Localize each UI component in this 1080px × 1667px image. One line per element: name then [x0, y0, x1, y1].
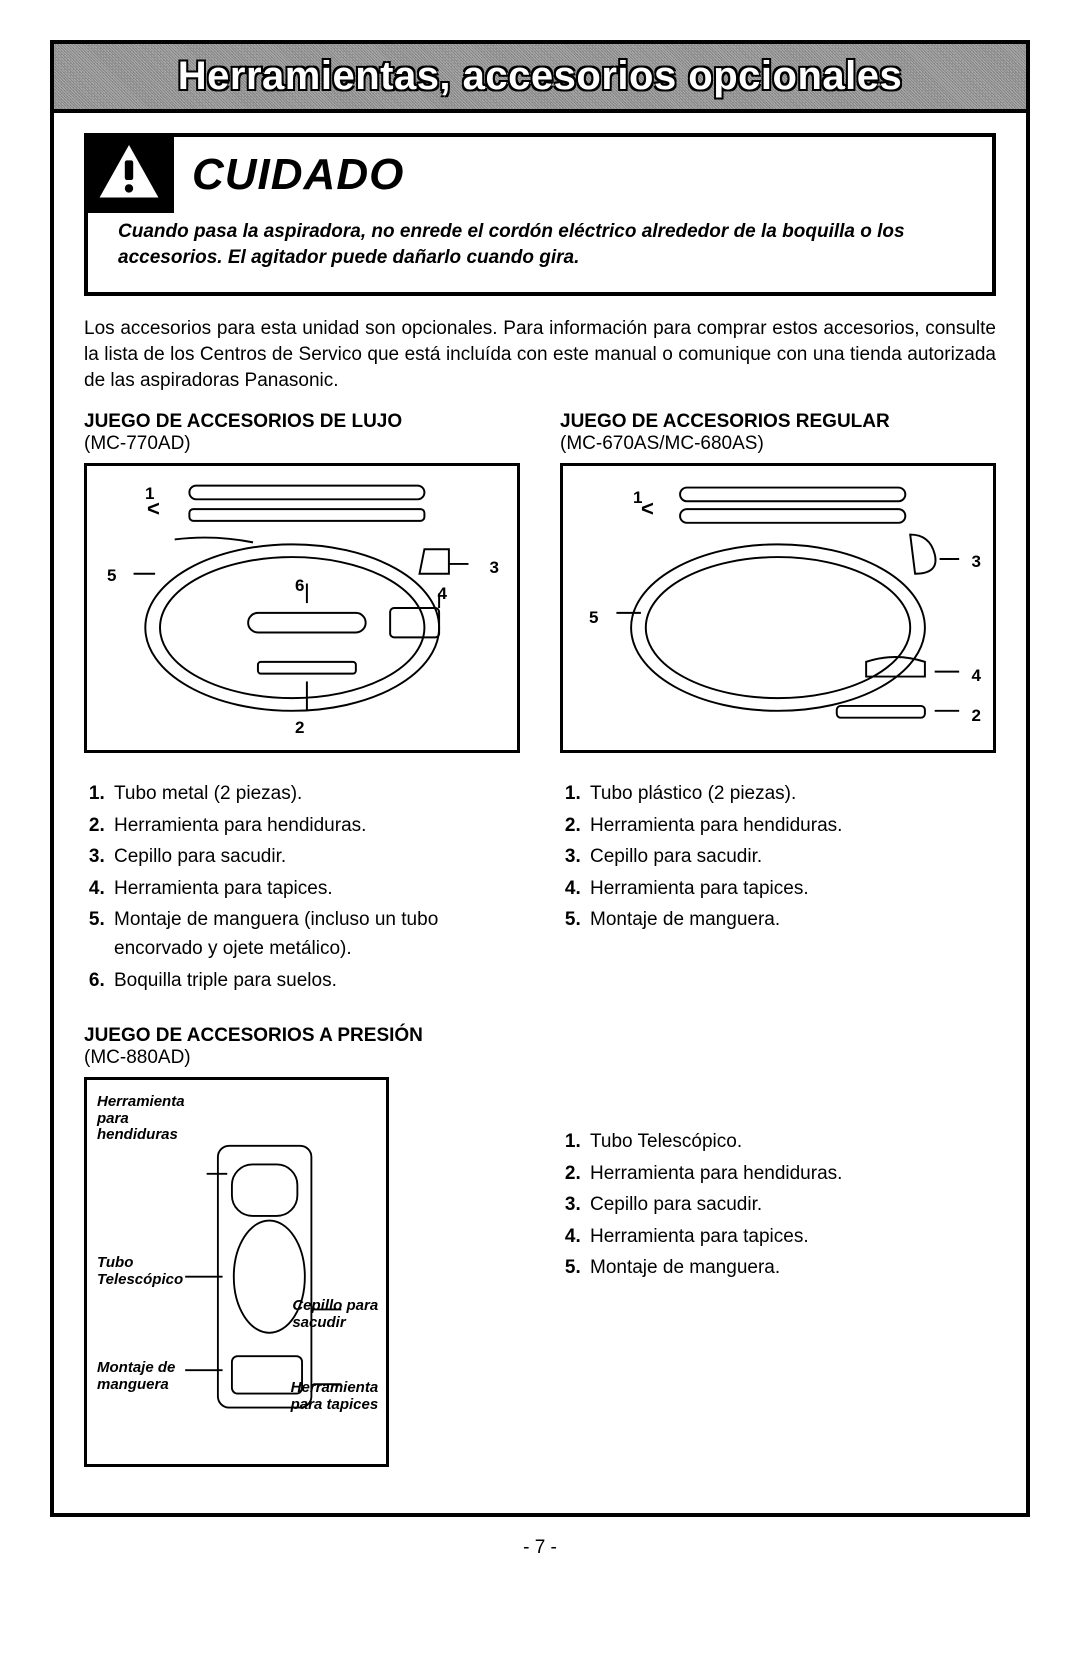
regular-title: JUEGO DE ACCESORIOS REGULAR: [560, 411, 996, 433]
deluxe-chevron-icon: <: [147, 496, 160, 522]
pressure-list-wrap: Tubo Telescópico. Herramienta para hendi…: [560, 1077, 996, 1493]
deluxe-column: JUEGO DE ACCESORIOS DE LUJO (MC-770AD): [84, 411, 520, 1015]
pressure-upholstery-label: Herramienta para tapices: [291, 1380, 379, 1413]
page-title: Herramientas, accesorios opcionales: [54, 54, 1026, 99]
list-item: Herramienta para hendiduras.: [586, 1159, 996, 1188]
regular-label-5: 5: [589, 608, 598, 628]
list-item: Tubo metal (2 piezas).: [110, 779, 520, 808]
deluxe-diagram: 1 < 5 3 6 4 2: [84, 463, 520, 753]
pressure-tube-label: Tubo Telescópico: [97, 1255, 183, 1288]
warning-icon: [84, 133, 174, 213]
page-frame: Herramientas, accesorios opcionales CUID…: [50, 40, 1030, 1517]
deluxe-label-5: 5: [107, 566, 116, 586]
list-item: Herramienta para tapices.: [586, 874, 996, 903]
deluxe-list: Tubo metal (2 piezas). Herramienta para …: [84, 779, 520, 995]
title-banner: Herramientas, accesorios opcionales: [54, 44, 1026, 113]
kit-columns: JUEGO DE ACCESORIOS DE LUJO (MC-770AD): [84, 411, 996, 1015]
pressure-crevice-label: Herramienta para hendiduras: [97, 1094, 185, 1144]
pressure-diagram: Herramienta para hendiduras Tubo Telescó…: [84, 1077, 389, 1467]
list-item: Herramienta para tapices.: [110, 874, 520, 903]
pressure-list: Tubo Telescópico. Herramienta para hendi…: [560, 1127, 996, 1282]
regular-model: (MC-670AS/MC-680AS): [560, 433, 996, 455]
regular-column: JUEGO DE ACCESORIOS REGULAR (MC-670AS/MC…: [560, 411, 996, 1015]
deluxe-label-3: 3: [490, 558, 499, 578]
list-item: Montaje de manguera.: [586, 1253, 996, 1282]
list-item: Cepillo para sacudir.: [586, 1190, 996, 1219]
pressure-diagram-wrap: Herramienta para hendiduras Tubo Telescó…: [84, 1077, 520, 1493]
list-item: Herramienta para hendiduras.: [110, 811, 520, 840]
warning-header: CUIDADO: [88, 137, 992, 213]
list-item: Tubo Telescópico.: [586, 1127, 996, 1156]
list-item: Herramienta para hendiduras.: [586, 811, 996, 840]
regular-list: Tubo plástico (2 piezas). Herramienta pa…: [560, 779, 996, 934]
pressure-hose-label: Montaje de manguera: [97, 1360, 175, 1393]
deluxe-label-6: 6: [295, 576, 304, 596]
pressure-model: (MC-880AD): [84, 1047, 996, 1069]
list-item: Herramienta para tapices.: [586, 1222, 996, 1251]
deluxe-label-4: 4: [438, 584, 447, 604]
warning-heading: CUIDADO: [192, 150, 404, 200]
pressure-row: Herramienta para hendiduras Tubo Telescó…: [84, 1077, 996, 1493]
warning-box: CUIDADO Cuando pasa la aspiradora, no en…: [84, 133, 996, 296]
deluxe-title: JUEGO DE ACCESORIOS DE LUJO: [84, 411, 520, 433]
pressure-title: JUEGO DE ACCESORIOS A PRESIÓN: [84, 1025, 996, 1047]
regular-diagram: 1 < 5 3 4 2: [560, 463, 996, 753]
pressure-brush-label: Cepillo para sacudir: [292, 1298, 378, 1331]
list-item: Montaje de manguera (incluso un tubo enc…: [110, 905, 520, 964]
deluxe-label-2: 2: [295, 718, 304, 738]
warning-text: Cuando pasa la aspiradora, no enrede el …: [88, 213, 992, 292]
list-item: Montaje de manguera.: [586, 905, 996, 934]
list-item: Tubo plástico (2 piezas).: [586, 779, 996, 808]
list-item: Cepillo para sacudir.: [586, 842, 996, 871]
list-item: Boquilla triple para suelos.: [110, 966, 520, 995]
intro-paragraph: Los accesorios para esta unidad son opci…: [84, 316, 996, 393]
deluxe-model: (MC-770AD): [84, 433, 520, 455]
regular-label-2: 2: [972, 706, 981, 726]
content-area: CUIDADO Cuando pasa la aspiradora, no en…: [54, 113, 1026, 1493]
regular-chevron-icon: <: [641, 496, 654, 522]
regular-label-3: 3: [972, 552, 981, 572]
list-item: Cepillo para sacudir.: [110, 842, 520, 871]
page-number: - 7 -: [0, 1537, 1080, 1559]
regular-label-4: 4: [972, 666, 981, 686]
